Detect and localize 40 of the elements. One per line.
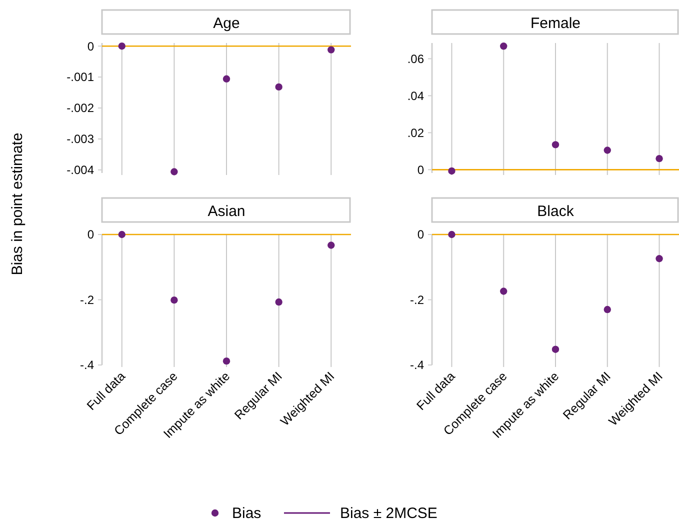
- point: [448, 230, 456, 238]
- y-tick-label: -.001: [66, 70, 94, 84]
- point: [656, 255, 663, 262]
- text: Bias ± 2MCSE: [340, 505, 438, 522]
- y-tick-label: 0: [417, 162, 424, 177]
- y-tick-label: .06: [407, 52, 424, 66]
- point: [275, 298, 282, 306]
- point: [328, 242, 335, 249]
- point: [448, 167, 456, 175]
- y-tick-label: .04: [407, 88, 424, 103]
- point: [500, 42, 508, 50]
- y-tick-label: 0: [87, 39, 94, 54]
- point: [500, 288, 508, 295]
- chart-title: Age: [213, 15, 240, 32]
- point: [222, 75, 230, 83]
- point: [552, 346, 560, 353]
- y-tick-label: -.003: [66, 132, 94, 146]
- point: [118, 42, 126, 50]
- chart-title: Black: [537, 203, 574, 220]
- point: [604, 146, 611, 154]
- point: [118, 230, 126, 238]
- y-tick-label: -.2: [80, 292, 94, 307]
- point: [604, 306, 611, 314]
- point: [328, 46, 335, 54]
- chart-title: Female: [530, 15, 581, 32]
- y-tick-label: .02: [407, 126, 424, 140]
- point: [170, 296, 178, 304]
- y-tick-label: -.2: [410, 292, 424, 307]
- y-tick-label: 0: [87, 228, 94, 242]
- y-tick-label: 0: [417, 228, 424, 242]
- y-tick-label: -.002: [66, 101, 94, 116]
- y-axis-title: Bias in point estimate: [9, 132, 26, 276]
- chart-title: Asian: [208, 203, 246, 220]
- point: [275, 83, 282, 91]
- legend-label: Bias: [232, 505, 262, 522]
- point: [170, 168, 178, 176]
- point: [222, 357, 230, 365]
- point: [656, 154, 663, 162]
- point: [552, 141, 560, 148]
- y-tick-label: -.004: [66, 163, 94, 178]
